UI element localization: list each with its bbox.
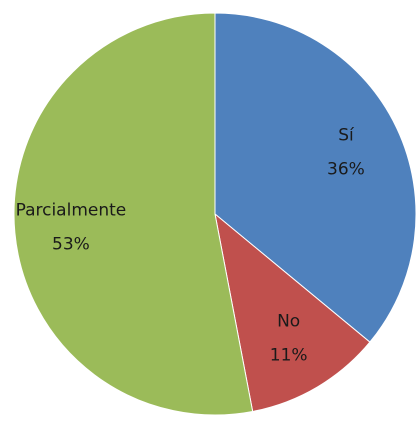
slice-value-label: 36% [327, 159, 365, 179]
slice-value-label: 11% [270, 346, 308, 366]
pie-slice [13, 12, 254, 416]
pie-slice [214, 12, 417, 343]
slice-label: Sí [338, 125, 355, 145]
slice-label: No [277, 312, 300, 332]
pie-slice [214, 212, 371, 413]
slice-value-label: 53% [52, 235, 90, 255]
slice-label: Parcialmente [16, 201, 127, 221]
